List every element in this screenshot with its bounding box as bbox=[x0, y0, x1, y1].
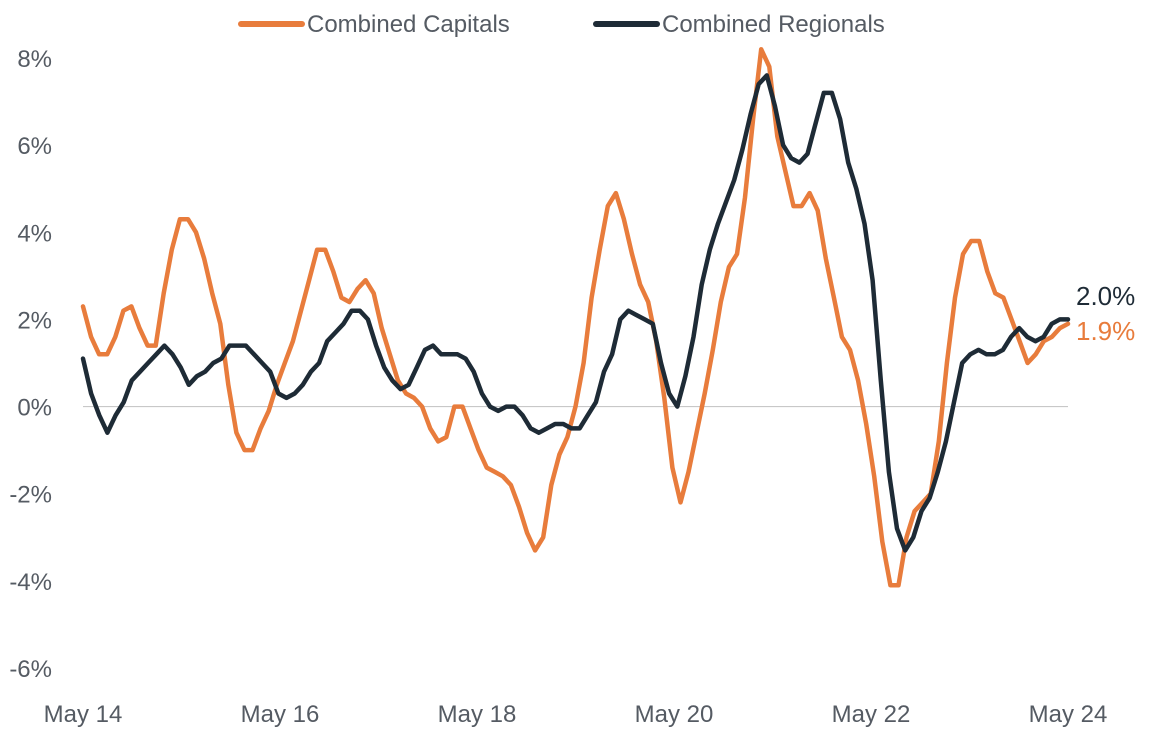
legend-label-combined-regionals: Combined Regionals bbox=[662, 11, 885, 38]
x-tick-label: May 22 bbox=[832, 701, 911, 728]
series-line-combined-capitals bbox=[80, 47, 1071, 588]
y-tick-label: 2% bbox=[17, 307, 52, 334]
y-tick-label: 8% bbox=[17, 46, 52, 73]
x-tick-label: May 18 bbox=[438, 701, 517, 728]
x-tick-label: May 20 bbox=[635, 701, 714, 728]
y-tick-label: -6% bbox=[9, 656, 52, 683]
x-tick-label: May 16 bbox=[241, 701, 320, 728]
x-axis: May 14 May 16 May 18 May 20 May 22 May 24 bbox=[44, 701, 1108, 728]
end-labels: 1.9% 2.0% bbox=[1076, 281, 1135, 346]
y-tick-label: -2% bbox=[9, 482, 52, 509]
end-label-combined-capitals: 1.9% bbox=[1076, 316, 1135, 346]
series-line-combined-regionals bbox=[80, 73, 1071, 553]
end-label-combined-regionals: 2.0% bbox=[1076, 281, 1135, 311]
y-tick-label: 0% bbox=[17, 395, 52, 422]
x-tick-label: May 14 bbox=[44, 701, 123, 728]
y-axis: 8% 6% 4% 2% 0% -2% -4% -6% bbox=[9, 46, 52, 683]
y-tick-label: -4% bbox=[9, 569, 52, 596]
y-tick-label: 4% bbox=[17, 220, 52, 247]
x-tick-label: May 24 bbox=[1029, 701, 1108, 728]
series-lines bbox=[80, 47, 1071, 588]
legend: Combined Capitals Combined Regionals bbox=[238, 11, 885, 38]
y-tick-label: 6% bbox=[17, 133, 52, 160]
legend-label-combined-capitals: Combined Capitals bbox=[307, 11, 510, 38]
